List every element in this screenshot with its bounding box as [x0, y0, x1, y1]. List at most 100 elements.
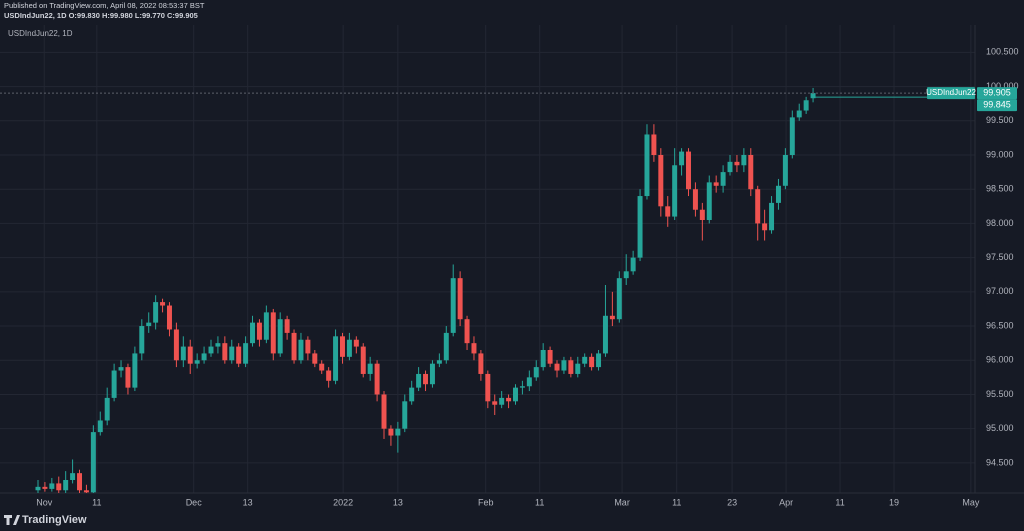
- candle-body: [381, 394, 387, 429]
- candle-body: [686, 151, 691, 190]
- candle-body: [35, 486, 41, 491]
- candle-body: [526, 377, 532, 387]
- candle-body: [519, 386, 525, 388]
- x-tick-label: 13: [243, 497, 253, 507]
- candle-body: [83, 490, 89, 493]
- y-tick-label: 96.500: [986, 320, 1014, 330]
- x-tick-label: Mar: [614, 497, 630, 507]
- candle-body: [166, 305, 172, 330]
- candle-body: [699, 209, 705, 220]
- x-tick-label: 19: [889, 497, 899, 507]
- candle-body: [104, 397, 110, 421]
- y-tick-label: 98.500: [986, 184, 1014, 194]
- candle-body: [423, 373, 429, 385]
- candle-body: [644, 134, 650, 197]
- candle-body: [160, 302, 166, 306]
- published-line: Published on TradingView.com, April 08, …: [4, 1, 205, 10]
- candles: [0, 87, 975, 493]
- candle-body: [243, 343, 249, 364]
- candle-body: [568, 360, 574, 374]
- x-tick-label: 11: [672, 497, 681, 507]
- y-tick-label: 95.000: [986, 423, 1014, 433]
- candle-body: [229, 346, 235, 361]
- candle-body: [70, 473, 76, 480]
- candle-body: [256, 322, 262, 340]
- candle-body: [77, 473, 83, 491]
- candle-body: [713, 182, 719, 186]
- y-tick-label: 100.500: [986, 47, 1019, 57]
- y-tick-label: 94.500: [986, 457, 1014, 467]
- candle-body: [305, 339, 311, 354]
- candle-body: [263, 312, 269, 340]
- candle-body: [215, 343, 221, 347]
- x-tick-label: May: [962, 497, 980, 507]
- candle-body: [63, 480, 69, 491]
- candle-body: [429, 363, 435, 385]
- candle-body: [339, 336, 345, 357]
- candle-body: [139, 326, 145, 354]
- candle-body: [360, 346, 366, 374]
- candle-body: [630, 257, 636, 272]
- x-tick-label: Dec: [186, 497, 203, 507]
- candle-body: [658, 155, 664, 207]
- candle-body: [720, 172, 726, 186]
- candle-body: [596, 353, 602, 368]
- x-tick-label: Nov: [36, 497, 53, 507]
- x-tick-label: Apr: [779, 497, 793, 507]
- candle-body: [589, 356, 595, 368]
- candle-body: [132, 353, 138, 388]
- ohlc-legend: USDIndJun22, 1D O:99.830 H:99.980 L:99.7…: [4, 11, 198, 20]
- brand: TradingView: [22, 514, 87, 526]
- candle-body: [547, 350, 553, 364]
- x-tick-label: Feb: [478, 497, 494, 507]
- candle-body: [395, 428, 401, 436]
- candle-body: [201, 353, 207, 361]
- candle-body: [782, 155, 788, 186]
- candle-body: [533, 367, 539, 378]
- candle-body: [450, 278, 456, 333]
- candle-body: [464, 319, 470, 344]
- candle-body: [97, 420, 103, 433]
- candle-body: [665, 206, 671, 217]
- candle-body: [485, 373, 491, 402]
- candle-body: [208, 346, 214, 354]
- grid: [0, 25, 975, 493]
- price-label: 99.845: [983, 99, 1011, 109]
- candle-body: [672, 165, 678, 217]
- candle-body: [506, 397, 512, 402]
- candle-body: [561, 360, 567, 371]
- candle-body: [706, 182, 712, 220]
- candle-body: [388, 428, 394, 436]
- candle-body: [319, 363, 325, 371]
- candle-body: [679, 151, 685, 166]
- x-tick-label: 11: [835, 497, 844, 507]
- y-tick-label: 96.000: [986, 355, 1014, 365]
- candle-body: [769, 202, 775, 231]
- candle-body: [575, 363, 581, 374]
- candle-body: [741, 155, 747, 166]
- candle-body: [727, 161, 733, 173]
- labels: 94.500 95.000 95.500 96.000 96.500 97.000 97.5…: [36, 47, 1018, 508]
- candle-body: [409, 387, 415, 402]
- candle-body: [582, 356, 588, 364]
- candle-body: [90, 432, 96, 493]
- candle-body: [651, 134, 657, 155]
- candle-body: [180, 346, 186, 361]
- candle-body: [42, 486, 48, 489]
- candle-body: [443, 332, 449, 361]
- y-tick-label: 99.500: [986, 115, 1014, 125]
- candle-body: [312, 353, 318, 364]
- candle-body: [250, 322, 256, 344]
- candle-body: [353, 339, 359, 347]
- price-label-box: [977, 87, 1017, 100]
- candle-body: [810, 93, 816, 99]
- candle-body: [478, 353, 484, 374]
- candle-body: [762, 223, 768, 231]
- candle-body: [125, 367, 131, 388]
- candle-body: [692, 189, 698, 210]
- candle-body: [153, 302, 159, 323]
- candle-body: [616, 278, 622, 320]
- candle-body: [298, 339, 304, 361]
